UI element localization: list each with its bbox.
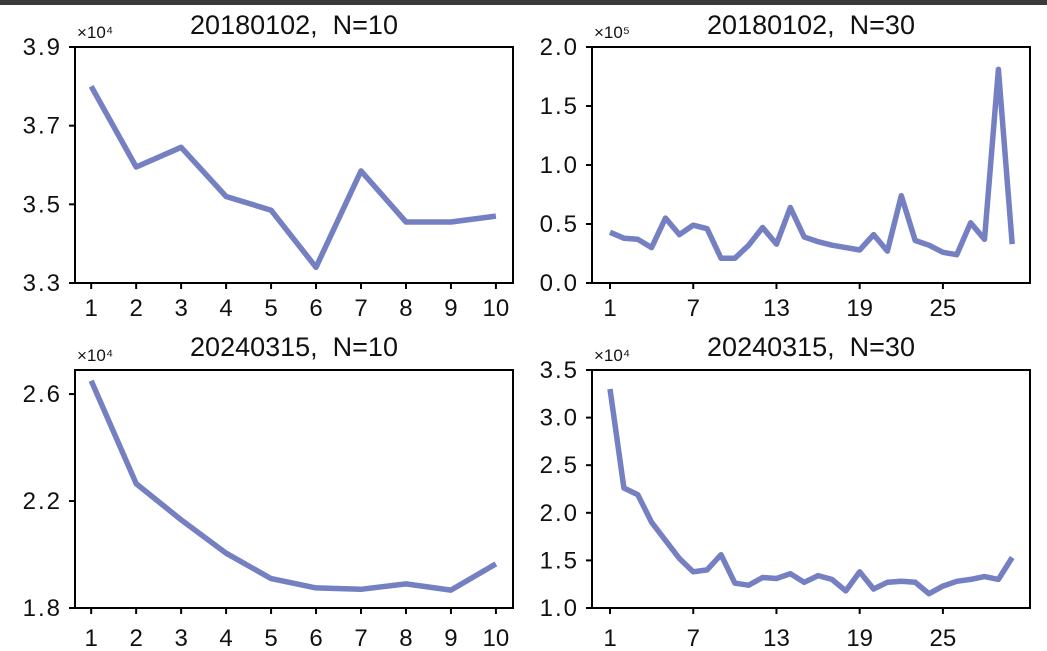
x-tick-label: 7 [687, 295, 700, 322]
subplot-title: 20240315, N=30 [707, 332, 915, 362]
x-tick-label: 5 [264, 295, 277, 322]
x-tick-label: 8 [399, 295, 412, 322]
subplot-title: 20180102, N=30 [707, 10, 915, 40]
series-line [88, 84, 497, 271]
y-tick-label: 3.5 [23, 191, 62, 218]
x-tick-label: 10 [483, 295, 510, 322]
y-tick-label: 2.5 [540, 452, 579, 479]
y-tick-label: 0.0 [540, 270, 579, 297]
x-tick-label: 2 [129, 625, 142, 651]
y-tick-label: 3.3 [23, 270, 62, 297]
x-tick-label: 10 [483, 625, 510, 651]
x-tick-label: 1 [603, 295, 616, 322]
series-line [608, 66, 1015, 261]
axes-frame [74, 46, 514, 284]
series-line [88, 379, 498, 593]
subplot-20240315-n10: 1 2 3 4 5 6 7 8 9 10 1.8 2.2 2.6 ×10⁴ 20240315, N=10 [23, 332, 514, 651]
series-line [607, 388, 1015, 597]
axes-frame [591, 46, 1031, 284]
y-tick-label: 1.5 [540, 547, 579, 574]
y-tick-label: 2.0 [540, 500, 579, 527]
y-axis-scale-label: ×10⁴ [77, 23, 113, 42]
y-tick-label: 3.0 [540, 405, 579, 432]
x-tick-label: 13 [763, 295, 790, 322]
y-tick-label: 3.7 [23, 113, 62, 140]
y-tick-label: 2.2 [23, 488, 62, 515]
y-tick-label: 0.5 [540, 211, 579, 238]
y-tick-label: 3.9 [23, 34, 62, 61]
x-tick-label: 4 [219, 295, 232, 322]
y-tick-label: 3.5 [540, 357, 579, 384]
x-tick-label: 8 [399, 625, 412, 651]
axes-frame [74, 369, 514, 609]
x-tick-label: 3 [174, 295, 187, 322]
axes-frame [591, 369, 1031, 609]
y-axis-scale-label: ×10⁴ [77, 346, 113, 365]
x-tick-label: 7 [354, 625, 367, 651]
x-tick-label: 4 [219, 625, 232, 651]
x-tick-label: 6 [309, 295, 322, 322]
y-axis-scale-label: ×10⁴ [594, 346, 630, 365]
y-tick-label: 1.0 [540, 152, 579, 179]
x-tick-label: 1 [85, 295, 98, 322]
subplot-20180102-n10: 1 2 3 4 5 6 7 8 9 10 3.3 3.5 3.7 3.9 ×10⁴ 20180102, N=1… [23, 10, 514, 322]
y-tick-label: 2.6 [23, 381, 62, 408]
x-tick-label: 7 [354, 295, 367, 322]
x-tick-label: 5 [264, 625, 277, 651]
y-tick-label: 1.0 [540, 595, 579, 622]
x-tick-label: 1 [85, 625, 98, 651]
x-tick-label: 2 [129, 295, 142, 322]
y-tick-label: 1.8 [23, 595, 62, 622]
x-tick-label: 25 [930, 625, 957, 651]
window-top-edge [0, 0, 1047, 5]
x-tick-label: 19 [846, 295, 873, 322]
x-tick-label: 3 [174, 625, 187, 651]
x-tick-label: 7 [687, 625, 700, 651]
y-tick-label: 2.0 [540, 34, 579, 61]
subplot-title: 20180102, N=10 [190, 10, 398, 40]
x-tick-label: 19 [846, 625, 873, 651]
x-tick-label: 9 [444, 625, 457, 651]
x-tick-label: 13 [763, 625, 790, 651]
x-tick-label: 1 [603, 625, 616, 651]
subplot-title: 20240315, N=10 [190, 332, 398, 362]
y-tick-label: 1.5 [540, 93, 579, 120]
subplot-20240315-n30: 1 7 13 19 25 1.0 1.5 2.0 2.5 3.0 3.5 ×10⁴ 20240315, … [540, 332, 1031, 651]
subplot-20180102-n30: 1 7 13 19 25 0.0 0.5 1.0 1.5 2.0 ×10⁵ 20180102, N=3… [540, 10, 1031, 322]
x-tick-label: 6 [309, 625, 322, 651]
y-axis-scale-label: ×10⁵ [594, 23, 630, 42]
x-tick-label: 9 [444, 295, 457, 322]
x-tick-label: 25 [930, 295, 957, 322]
